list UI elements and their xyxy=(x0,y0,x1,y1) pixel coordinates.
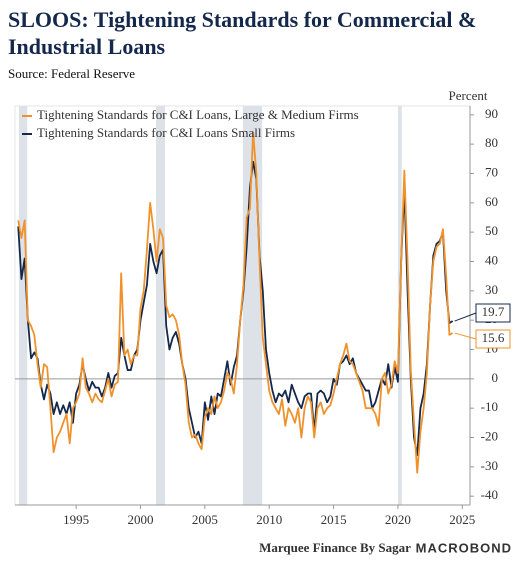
end-label: 19.7 xyxy=(482,304,505,319)
x-tick-label: 2005 xyxy=(192,512,218,527)
y-tick-label: -30 xyxy=(481,458,498,473)
y-tick-label: 30 xyxy=(485,282,498,297)
end-label-connector xyxy=(454,312,477,322)
y-tick-label: 0 xyxy=(492,370,499,385)
y-tick-label: 90 xyxy=(485,106,498,121)
x-tick-label: 2020 xyxy=(385,512,411,527)
x-tick-label: 2010 xyxy=(256,512,282,527)
recession-band xyxy=(18,106,28,505)
x-tick-label: 1995 xyxy=(63,512,89,527)
chart-subtitle: Source: Federal Reserve xyxy=(8,66,136,81)
legend-label: Tightening Standards for C&I Loans Small… xyxy=(37,125,295,140)
chart-title: SLOOS: Tightening Standards for Commerci… xyxy=(8,7,477,59)
x-tick-label: 2015 xyxy=(321,512,347,527)
y-tick-label: -20 xyxy=(481,429,498,444)
y-tick-label: 80 xyxy=(485,135,498,150)
series-line xyxy=(17,160,454,457)
end-label-box xyxy=(475,329,511,349)
end-label-box xyxy=(475,303,511,323)
end-label: 15.6 xyxy=(482,330,505,345)
legend-label: Tightening Standards for C&I Loans, Larg… xyxy=(37,107,359,122)
y-tick-label: 70 xyxy=(485,164,498,179)
y-tick-label: 50 xyxy=(485,223,498,238)
brand: MACROBOND xyxy=(416,540,512,555)
y-tick-label: -10 xyxy=(481,399,498,414)
y-axis-label: Percent xyxy=(449,88,488,103)
y-tick-label: 60 xyxy=(485,194,498,209)
y-tick-label: 40 xyxy=(485,252,498,267)
footer: Marquee Finance By Sagar xyxy=(259,540,411,555)
recession-band xyxy=(155,106,165,505)
x-tick-label: 2025 xyxy=(449,512,475,527)
y-tick-label: -40 xyxy=(481,487,498,502)
series-line xyxy=(17,131,454,474)
end-label-connector xyxy=(454,332,477,340)
x-tick-label: 2000 xyxy=(127,512,153,527)
